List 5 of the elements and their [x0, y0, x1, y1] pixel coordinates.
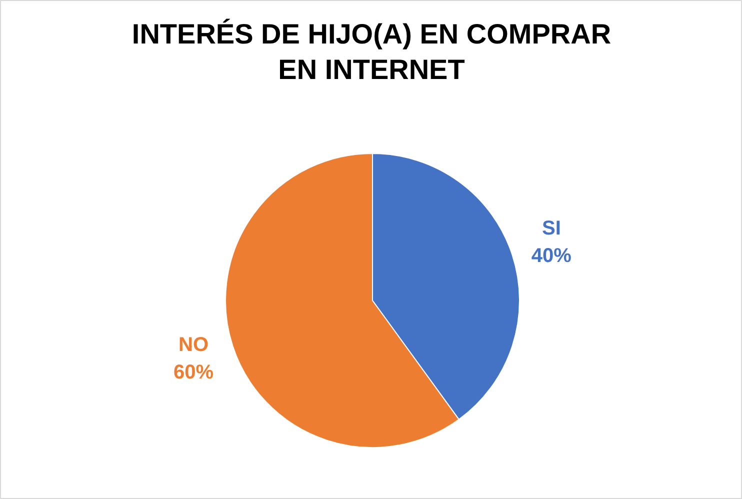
slice-label: SI: [542, 218, 561, 240]
slice-label: NO: [178, 334, 209, 356]
chart-title: INTERÉS DE HIJO(A) EN COMPRAR EN INTERNET: [132, 18, 612, 86]
data-label: 60%: [174, 361, 214, 384]
data-label: 40%: [531, 245, 572, 268]
